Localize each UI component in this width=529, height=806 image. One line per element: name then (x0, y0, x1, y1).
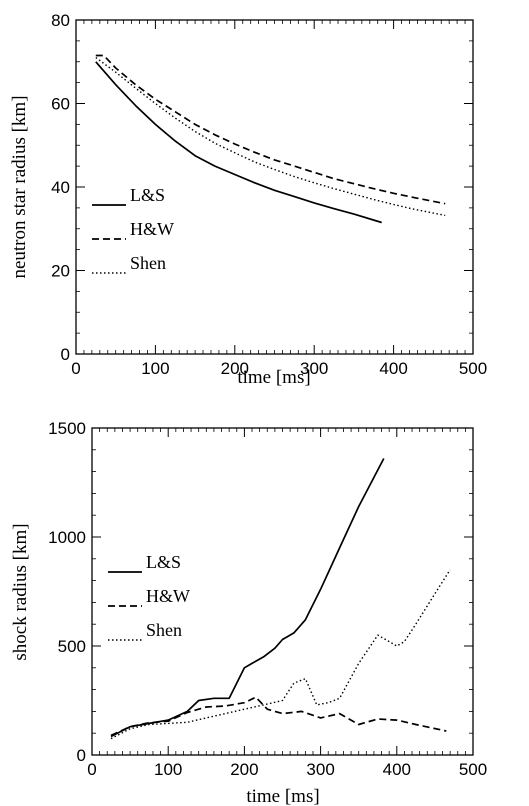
axis-ticks: 0 100 200 300 400 500 0 500 1000 1500 (48, 419, 487, 779)
series-line-dashed (110, 696, 447, 737)
y-tick-label: 500 (58, 637, 86, 656)
y-tick-label: 1500 (48, 419, 86, 438)
neutron-star-radius-chart: 0 100 200 300 400 500 0 20 40 60 80 L&S H&W Shen tim… (9, 11, 487, 388)
y-tick-label: 40 (51, 178, 70, 197)
x-tick-label: 0 (87, 760, 96, 779)
legend-label: L&S (130, 185, 165, 205)
y-axis-label: neutron star radius [km] (9, 95, 30, 278)
x-tick-label: 0 (71, 359, 80, 378)
y-tick-label: 0 (61, 345, 70, 364)
x-axis-label: time [ms] (246, 786, 319, 806)
y-tick-label: 80 (51, 11, 70, 30)
series-line-dotted (110, 569, 451, 740)
legend-label: H&W (146, 586, 190, 606)
series-line-dotted (95, 57, 446, 217)
legend: L&S H&W Shen (92, 185, 174, 274)
y-axis-label: shock radius [km] (10, 523, 31, 660)
series-layer (95, 54, 446, 224)
x-tick-label: 400 (379, 359, 407, 378)
x-tick-label: 300 (300, 359, 328, 378)
x-tick-label: 300 (306, 760, 334, 779)
y-tick-label: 60 (51, 95, 70, 114)
x-tick-label: 200 (230, 760, 258, 779)
y-tick-label: 0 (77, 746, 86, 765)
x-tick-label: 200 (221, 359, 249, 378)
series-line-solid (110, 458, 385, 738)
legend: L&S H&W Shen (108, 552, 190, 641)
x-tick-label: 500 (459, 760, 487, 779)
series-layer (110, 458, 451, 740)
legend-label: L&S (146, 552, 181, 572)
axis-ticks: 0 100 200 300 400 500 0 20 40 60 80 (51, 11, 487, 378)
series-line-dashed (95, 54, 446, 205)
legend-label: Shen (130, 253, 166, 273)
y-tick-label: 1000 (48, 528, 86, 547)
x-tick-label: 400 (383, 760, 411, 779)
legend-label: H&W (130, 219, 174, 239)
x-tick-label: 500 (459, 359, 487, 378)
legend-label: Shen (146, 620, 182, 640)
x-axis-label: time [ms] (237, 367, 310, 388)
x-tick-label: 100 (154, 760, 182, 779)
x-tick-label: 100 (141, 359, 169, 378)
series-line-solid (95, 61, 382, 224)
y-tick-label: 20 (51, 262, 70, 281)
